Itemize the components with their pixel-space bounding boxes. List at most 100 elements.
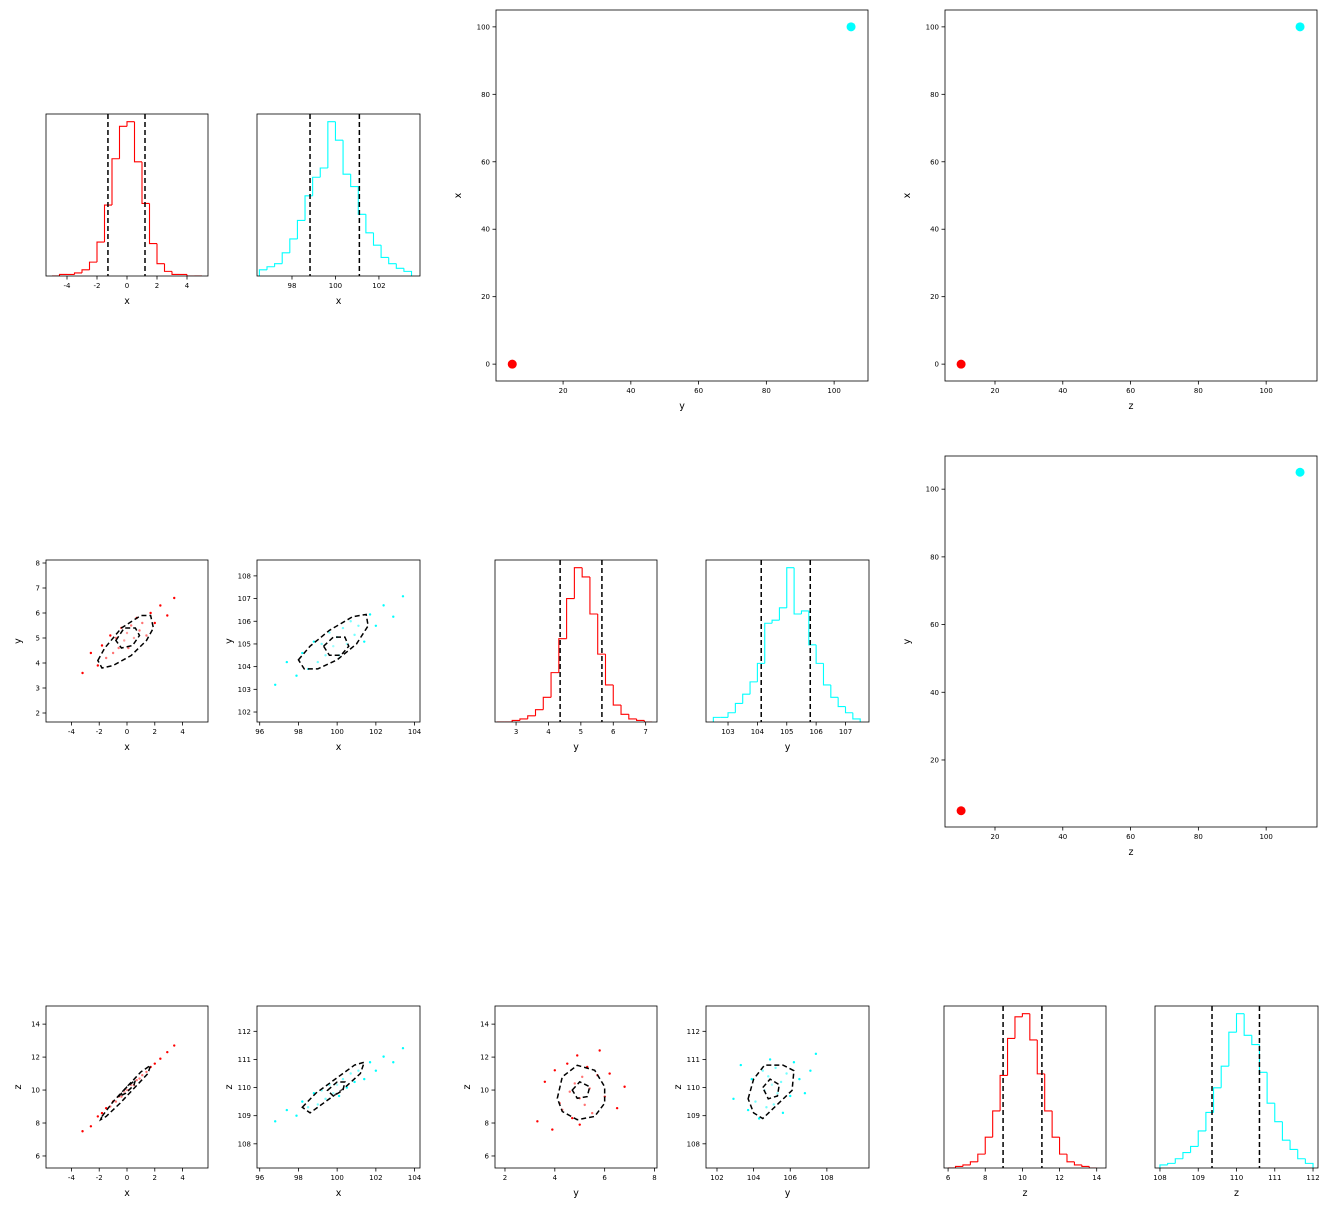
x-tick-label: 102: [372, 282, 385, 290]
hist-step: [1006, 1037, 1015, 1076]
x-tick-label: -2: [94, 282, 101, 290]
hist-step: [1044, 1073, 1053, 1112]
point: [173, 1044, 176, 1047]
point: [295, 674, 298, 677]
hist-step: [1029, 1013, 1038, 1041]
x-tick-label: 14: [1092, 1174, 1101, 1182]
point: [166, 1050, 169, 1054]
point: [781, 1111, 785, 1115]
point: [956, 359, 966, 369]
point: [312, 640, 316, 643]
hist-step: [800, 610, 809, 614]
point: [81, 1130, 84, 1133]
y-tick-label: 103: [238, 686, 251, 694]
x-tick-label: 4: [180, 728, 185, 736]
hist-step: [808, 610, 817, 646]
y-axis-label: y: [902, 638, 913, 644]
point: [328, 631, 331, 634]
hist-step: [1167, 1162, 1176, 1165]
point: [149, 611, 152, 615]
x-tick-label: 3: [514, 728, 518, 736]
hist-step: [643, 720, 653, 722]
contour: [747, 1064, 795, 1120]
y-tick-label: 111: [687, 1056, 700, 1064]
axes-frame: [45, 1005, 209, 1169]
hist-step: [1014, 1016, 1023, 1039]
x-tick-label: -4: [68, 728, 76, 736]
panel: 2 4 6 8 6 8 10 12 14 y z: [462, 1005, 658, 1199]
hist-step: [844, 706, 853, 714]
plot-area: [732, 1052, 818, 1120]
panel: 96 98 100 102 104 108 109 110 111 112 x z: [224, 1005, 422, 1199]
point: [803, 1091, 807, 1095]
x-axis-label: y: [573, 1188, 579, 1199]
y-tick-label: 0: [486, 361, 490, 369]
plot-area: [536, 1049, 626, 1131]
x-tick-label: 0: [125, 728, 129, 736]
hist-step: [73, 272, 82, 275]
point: [100, 644, 104, 647]
panel: 103 104 105 106 107 y: [705, 559, 870, 753]
y-tick-label: 110: [687, 1084, 700, 1092]
x-tick-label: 105: [780, 728, 793, 736]
x-tick-label: 2: [503, 1174, 507, 1182]
y-tick-label: 0: [935, 361, 939, 369]
hist-step: [566, 598, 575, 639]
point: [123, 639, 126, 642]
axes-frame: [494, 559, 658, 723]
point: [109, 634, 112, 637]
point: [357, 1069, 360, 1072]
x-axis-label: x: [124, 1188, 130, 1199]
point: [750, 1077, 753, 1081]
x-tick-label: 40: [1058, 387, 1067, 395]
x-tick-label: 0: [125, 282, 129, 290]
x-tick-label: 104: [751, 728, 765, 736]
plot-area: [496, 560, 653, 722]
x-tick-label: -4: [64, 282, 72, 290]
x-tick-label: 2: [153, 728, 157, 736]
y-tick-label: 80: [930, 553, 939, 561]
point: [153, 1062, 156, 1065]
y-tick-label: 20: [481, 293, 490, 301]
hist-step: [778, 607, 787, 621]
x-tick-label: 2: [153, 1174, 157, 1182]
point: [138, 1077, 141, 1080]
point: [159, 1057, 162, 1060]
y-tick-label: 6: [485, 1152, 490, 1160]
point: [798, 1077, 801, 1081]
point: [324, 1097, 327, 1101]
hist-step: [388, 257, 397, 265]
x-tick-label: 100: [330, 728, 343, 736]
hist-step: [1036, 1039, 1045, 1075]
plot-area: [712, 560, 861, 722]
x-tick-label: 96: [255, 728, 264, 736]
hist-step: [1228, 1031, 1237, 1067]
x-tick-label: 4: [185, 282, 190, 290]
point: [96, 1115, 100, 1118]
y-tick-label: 8: [36, 1120, 40, 1128]
y-tick-label: 3: [36, 685, 40, 693]
plot-area: [258, 114, 413, 276]
point: [401, 595, 405, 598]
hist-step: [1220, 1065, 1229, 1088]
hist-step: [527, 715, 536, 719]
hist-step: [1258, 1044, 1268, 1073]
x-tick-label: 104: [408, 1174, 422, 1182]
point: [135, 1078, 138, 1082]
panel: 6 8 10 12 14 z: [943, 1005, 1107, 1199]
point: [141, 621, 144, 625]
hist-step: [342, 140, 351, 175]
y-tick-label: 10: [480, 1087, 489, 1095]
hist-step: [727, 712, 736, 718]
x-tick-label: 8: [652, 1174, 656, 1182]
hist-step: [519, 718, 528, 721]
x-tick-label: 40: [1058, 833, 1067, 841]
hist-step: [171, 271, 180, 276]
point: [349, 1072, 352, 1075]
y-tick-label: 80: [481, 91, 490, 99]
x-tick-label: 6: [611, 728, 616, 736]
x-tick-label: 40: [626, 387, 635, 395]
axes-frame: [1154, 1005, 1319, 1169]
x-tick-label: -2: [96, 1174, 103, 1182]
